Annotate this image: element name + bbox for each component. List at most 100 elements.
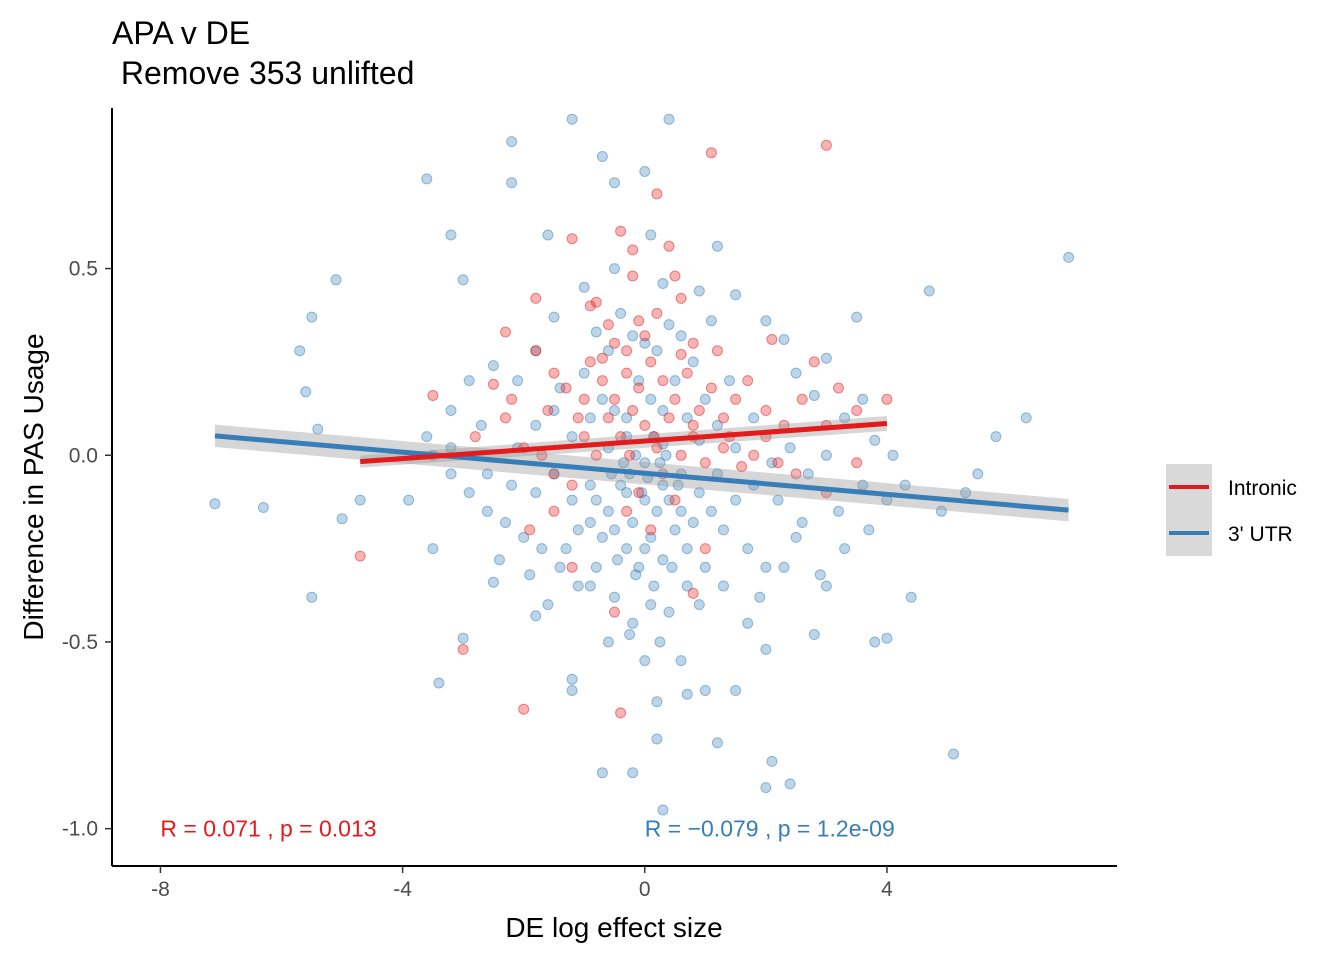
point-utr-159 bbox=[742, 617, 754, 629]
point-utr-141 bbox=[651, 505, 663, 517]
point-utr-132 bbox=[609, 524, 620, 536]
point-utr-79 bbox=[839, 543, 851, 555]
x-tick-label-2: 0 bbox=[639, 878, 651, 901]
point-utr-88 bbox=[645, 599, 657, 611]
point-intronic-70 bbox=[699, 543, 711, 555]
point-intronic-52 bbox=[627, 405, 639, 416]
point-utr-30 bbox=[972, 468, 984, 480]
point-utr-13 bbox=[923, 285, 935, 297]
point-intronic-79 bbox=[566, 561, 578, 573]
point-intronic-9 bbox=[590, 296, 602, 308]
point-utr-93 bbox=[554, 561, 566, 573]
point-utr-98 bbox=[463, 487, 475, 499]
point-utr-15 bbox=[306, 311, 318, 323]
point-utr-125 bbox=[639, 457, 651, 469]
point-intronic-26 bbox=[645, 356, 657, 368]
point-intronic-31 bbox=[705, 382, 717, 394]
point-utr-139 bbox=[596, 531, 608, 543]
point-intronic-40 bbox=[881, 393, 893, 405]
point-utr-183 bbox=[506, 479, 518, 491]
point-intronic-33 bbox=[730, 393, 742, 405]
point-utr-182 bbox=[772, 494, 784, 506]
point-intronic-74 bbox=[645, 524, 657, 536]
point-utr-52 bbox=[530, 610, 542, 622]
point-utr-27 bbox=[820, 352, 832, 364]
point-utr-108 bbox=[657, 479, 669, 491]
point-utr-199 bbox=[630, 449, 642, 461]
point-intronic-34 bbox=[742, 375, 754, 387]
point-utr-75 bbox=[869, 434, 881, 446]
point-intronic-56 bbox=[675, 449, 687, 461]
point-intronic-72 bbox=[621, 505, 633, 517]
point-utr-178 bbox=[675, 330, 687, 342]
point-intronic-1 bbox=[615, 225, 627, 237]
point-utr-65 bbox=[609, 263, 620, 275]
point-utr-193 bbox=[524, 569, 536, 581]
point-utr-32 bbox=[905, 591, 917, 603]
point-utr-175 bbox=[627, 330, 639, 342]
point-utr-101 bbox=[530, 487, 542, 499]
point-utr-53 bbox=[457, 632, 469, 644]
point-utr-34 bbox=[948, 748, 959, 760]
point-intronic-13 bbox=[687, 337, 699, 349]
point-utr-206 bbox=[693, 599, 705, 611]
point-utr-12 bbox=[1063, 251, 1075, 263]
point-utr-29 bbox=[1020, 412, 1032, 424]
point-intronic-62 bbox=[790, 468, 802, 480]
point-utr-41 bbox=[651, 733, 663, 745]
point-utr-92 bbox=[572, 580, 584, 592]
point-utr-165 bbox=[669, 375, 681, 387]
point-utr-161 bbox=[645, 393, 657, 405]
point-intronic-27 bbox=[657, 375, 669, 387]
point-intronic-66 bbox=[457, 643, 469, 655]
point-intronic-19 bbox=[560, 382, 572, 394]
point-utr-90 bbox=[609, 591, 620, 603]
point-utr-171 bbox=[724, 375, 735, 387]
point-intronic-84 bbox=[651, 307, 663, 319]
point-utr-45 bbox=[699, 685, 711, 696]
point-intronic-11 bbox=[627, 270, 639, 282]
point-intronic-73 bbox=[633, 487, 645, 499]
point-utr-204 bbox=[718, 580, 729, 592]
point-utr-56 bbox=[403, 494, 415, 506]
x-axis-title: DE log effect size bbox=[505, 912, 722, 943]
y-tick-label-1: -0.5 bbox=[62, 631, 98, 654]
point-utr-148 bbox=[705, 505, 717, 517]
point-utr-147 bbox=[590, 494, 602, 506]
point-utr-77 bbox=[899, 479, 911, 491]
point-utr-25 bbox=[336, 513, 348, 525]
point-utr-197 bbox=[618, 457, 630, 469]
point-utr-112 bbox=[730, 494, 742, 506]
point-utr-95 bbox=[518, 531, 530, 543]
point-intronic-78 bbox=[548, 505, 560, 517]
point-intronic-81 bbox=[609, 393, 620, 405]
point-intronic-18 bbox=[548, 367, 560, 379]
point-utr-158 bbox=[602, 636, 614, 648]
point-utr-174 bbox=[651, 345, 663, 357]
point-utr-196 bbox=[660, 449, 672, 461]
point-utr-151 bbox=[630, 569, 642, 581]
point-intronic-54 bbox=[651, 442, 663, 454]
point-utr-202 bbox=[654, 457, 666, 469]
regression-line-intronic bbox=[360, 421, 888, 465]
point-utr-168 bbox=[596, 393, 608, 405]
point-utr-39 bbox=[596, 767, 608, 779]
point-utr-20 bbox=[209, 498, 221, 510]
point-utr-24 bbox=[354, 494, 366, 506]
point-utr-6 bbox=[506, 177, 518, 189]
point-utr-120 bbox=[548, 405, 560, 416]
point-intronic-4 bbox=[669, 270, 681, 282]
confidence-bands bbox=[214, 416, 1069, 522]
point-utr-37 bbox=[766, 755, 778, 767]
point-utr-176 bbox=[663, 319, 675, 331]
point-intronic-37 bbox=[796, 393, 808, 405]
point-utr-103 bbox=[566, 494, 578, 506]
point-utr-70 bbox=[705, 315, 717, 327]
point-utr-8 bbox=[542, 229, 554, 241]
point-utr-94 bbox=[536, 543, 548, 555]
point-utr-146 bbox=[687, 517, 699, 528]
point-intronic-68 bbox=[615, 707, 627, 719]
point-utr-117 bbox=[820, 449, 832, 461]
point-utr-192 bbox=[754, 591, 766, 603]
point-utr-207 bbox=[584, 580, 596, 592]
